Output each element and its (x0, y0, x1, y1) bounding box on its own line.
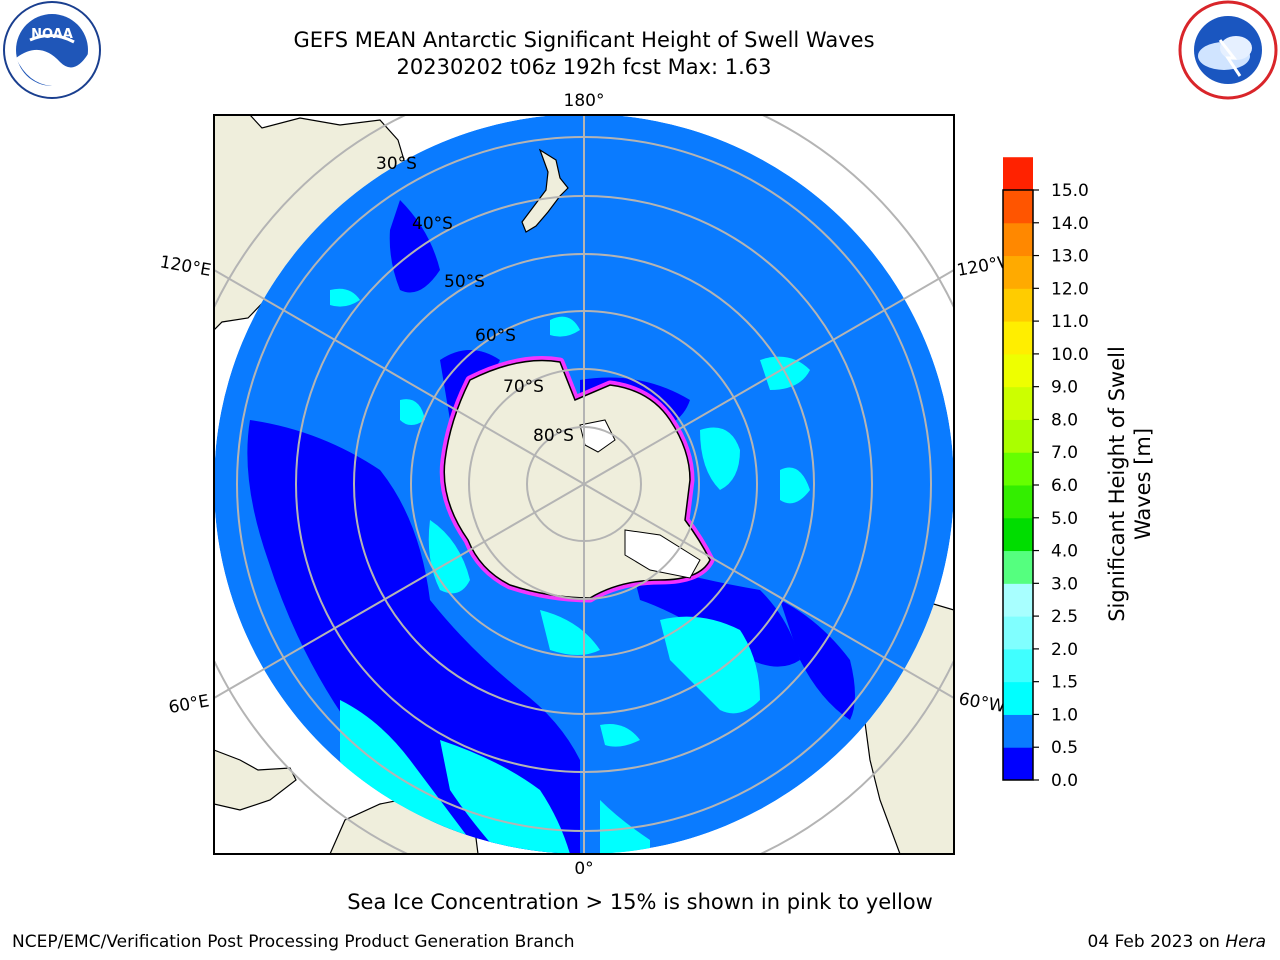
lon-label-0: 0° (574, 859, 593, 879)
footer-date-text: 04 Feb 2023 on (1087, 932, 1226, 952)
lat-label-50s: 50°S (444, 272, 485, 292)
colorbar-tick-label: 5.0 (1051, 509, 1078, 529)
colorbar-segment (1003, 190, 1033, 224)
colorbar-segment (1003, 583, 1033, 617)
lat-label-70s: 70°S (503, 377, 544, 397)
colorbar-tick-label: 1.5 (1051, 673, 1078, 693)
colorbar-tick-label: 7.0 (1051, 443, 1078, 463)
colorbar-segment (1003, 353, 1033, 388)
graticule (214, 115, 954, 854)
colorbar-segment (1003, 714, 1033, 748)
colorbar-tick-label: 14.0 (1051, 214, 1089, 234)
colorbar-tick-label: 2.5 (1051, 607, 1078, 627)
colorbar-tick-label: 9.0 (1051, 378, 1078, 398)
map-frame (213, 114, 955, 855)
colorbar-tick-label: 0.5 (1051, 738, 1078, 758)
colorbar-tick-label: 2.0 (1051, 640, 1078, 660)
colorbar-segment (1003, 157, 1033, 191)
colorbar-segment (1003, 550, 1033, 584)
colorbar-tick-label: 3.0 (1051, 574, 1078, 594)
lon-label-180: 180° (564, 91, 605, 111)
colorbar-segment (1003, 648, 1033, 683)
lat-label-40s: 40°S (412, 214, 453, 234)
latitude-labels: 30°S 40°S 50°S 60°S 70°S 80°S (376, 154, 574, 446)
lon-label-60w: 60°W (957, 689, 1007, 717)
colorbar-segment (1003, 386, 1033, 420)
colorbar-segment (1003, 616, 1033, 650)
colorbar-tick-label: 10.0 (1051, 345, 1089, 365)
lon-label-60e: 60°E (167, 691, 211, 718)
colorbar-segment (1003, 255, 1033, 289)
lat-label-30s: 30°S (376, 154, 417, 174)
colorbar-tick-label: 6.0 (1051, 476, 1078, 496)
colorbar-segment (1003, 452, 1033, 486)
chart-title: GEFS MEAN Antarctic Significant Height o… (293, 28, 875, 52)
colorbar-segment (1003, 485, 1033, 519)
colorbar-tick-label: 1.0 (1051, 705, 1078, 725)
colorbar-tick-label: 12.0 (1051, 279, 1089, 299)
footer-machine: Hera (1225, 932, 1266, 952)
colorbar: 0.0 0.5 1.0 1.5 2.0 2.5 3.0 4.0 5.0 6.0 7.0 8.0 9.0 1… (1002, 157, 1089, 791)
lat-label-80s: 80°S (533, 426, 574, 446)
colorbar-tick-label: 11.0 (1051, 312, 1089, 332)
footer-date: 04 Feb 2023 on Hera (1088, 932, 1266, 952)
colorbar-segment (1003, 288, 1033, 322)
lat-label-60s: 60°S (475, 326, 516, 346)
chart-subtitle: 20230202 t06z 192h fcst Max: 1.63 (396, 55, 772, 79)
colorbar-segment (1003, 747, 1033, 781)
colorbar-tick-label: 15.0 (1051, 181, 1089, 201)
colorbar-title-line2: Waves [m] (1131, 428, 1155, 540)
sea-ice-caption: Sea Ice Concentration > 15% is shown in … (347, 890, 933, 914)
new-zealand (521, 148, 569, 233)
svg-text:NOAA: NOAA (31, 27, 73, 42)
colorbar-tick-label: 13.0 (1051, 247, 1089, 267)
noaa-logo: NOAA (3, 1, 101, 99)
colorbar-title-line1: Significant Height of Swell (1105, 346, 1129, 622)
nws-logo (1178, 0, 1278, 100)
colorbar-segment (1003, 681, 1033, 715)
colorbar-segment (1003, 321, 1033, 355)
colorbar-tick-label: 4.0 (1051, 542, 1078, 562)
colorbar-tick-label: 0.0 (1051, 771, 1078, 791)
colorbar-segment (1003, 419, 1033, 453)
footer-credit: NCEP/EMC/Verification Post Processing Pr… (12, 932, 575, 952)
colorbar-segment (1003, 517, 1033, 552)
colorbar-segment (1003, 222, 1033, 257)
lon-label-120e: 120°E (158, 252, 212, 281)
colorbar-tick-label: 8.0 (1051, 410, 1078, 430)
